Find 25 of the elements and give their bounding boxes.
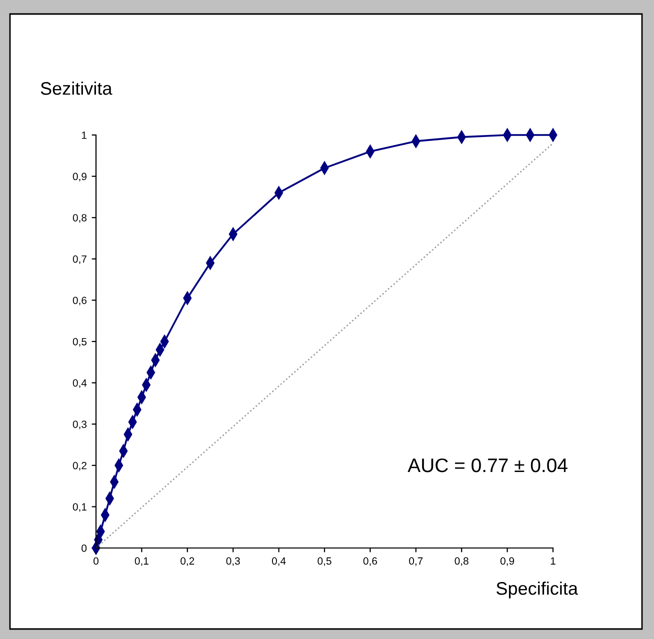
y-tick-label: 0,1	[72, 503, 86, 512]
x-tick-label: 0,7	[409, 557, 423, 566]
y-tick-label: 0,4	[72, 379, 87, 388]
y-tick-label: 0,6	[72, 296, 87, 306]
x-tick-label: 0,4	[272, 557, 286, 566]
y-tick-label: 1	[82, 132, 86, 139]
y-tick-label: 0,5	[72, 338, 87, 347]
x-tick-label: 0,6	[363, 557, 377, 566]
x-tick-label: 1	[550, 557, 556, 565]
y-tick-label: 0	[82, 544, 87, 552]
y-axis-title: Sezitivita	[40, 82, 112, 95]
y-tick-label: 0,2	[72, 462, 86, 471]
x-tick-label: 0,8	[454, 557, 468, 566]
y-tick-label: 0,9	[72, 172, 86, 182]
x-axis-title: Specificita	[496, 582, 578, 598]
y-tick-label: 0,7	[72, 255, 86, 264]
x-tick-label: 0,9	[500, 557, 514, 566]
annotation: AUC = 0.77 ± 0.04	[408, 458, 568, 472]
x-tick-label: 0,5	[318, 557, 332, 566]
y-tick-label: 0,8	[72, 214, 87, 223]
x-tick-label: 0	[94, 557, 98, 565]
y-tick-label: 0,3	[72, 420, 87, 430]
x-tick-label: 0,3	[226, 557, 240, 566]
x-tick-label: 0,1	[134, 557, 148, 566]
x-tick-label: 0,2	[180, 557, 194, 566]
